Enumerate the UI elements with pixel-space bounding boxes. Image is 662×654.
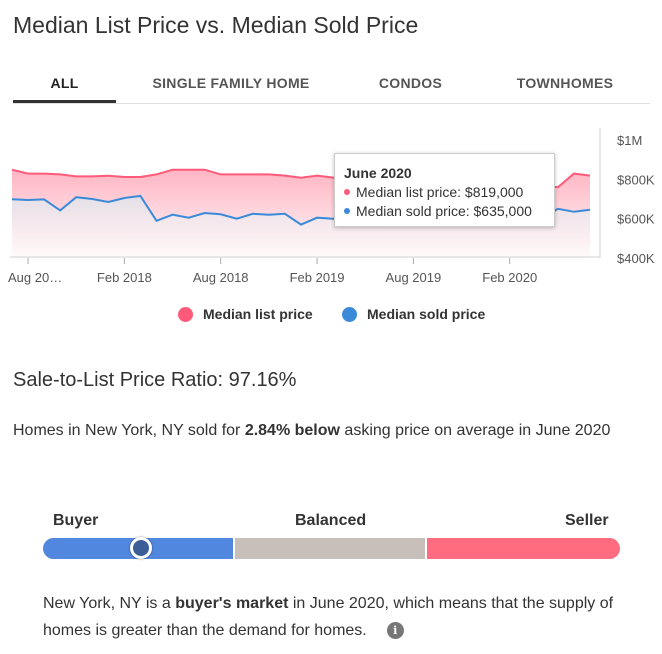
x-tick-label: Aug 20… [8, 270, 62, 285]
tab-condos-label: CONDOS [378, 75, 443, 91]
price-chart[interactable]: $1M $800K $600K $400K Aug 20… Feb 2018 Aug 20… [0, 110, 662, 295]
x-tick-label: Aug 2018 [193, 270, 249, 285]
market-summary-pre: New York, NY is a [43, 595, 176, 612]
ratio-summary-pre: Homes in New York, NY sold for [13, 422, 245, 439]
info-icon[interactable]: i [386, 622, 404, 639]
ratio-summary-post: asking price on average in June 2020 [339, 422, 611, 439]
market-bar-balanced [235, 538, 425, 559]
sold-price-area [12, 196, 590, 258]
tooltip-sold-value: Median sold price: $635,000 [356, 203, 532, 219]
y-tick-label: $1M [617, 133, 642, 148]
tooltip-title: June 2020 [344, 165, 412, 181]
y-tick-label: $800K [617, 172, 655, 187]
tab-all-label: ALL [50, 75, 79, 91]
x-tick-label: Feb 2019 [290, 270, 345, 285]
market-label-balanced: Balanced [295, 512, 367, 529]
y-tick-label: $400K [617, 251, 655, 266]
chart-tooltip: June 2020 Median list price: $819,000 Me… [334, 153, 555, 227]
market-bar-seller [427, 538, 620, 559]
tooltip-sold-dot [344, 208, 350, 214]
sold-price-legend-label: Median sold price [367, 306, 486, 322]
legend-item-sold-price[interactable]: Median sold price [342, 306, 485, 322]
sold-price-legend-dot [342, 306, 357, 322]
x-tick-label: Aug 2019 [386, 270, 442, 285]
market-label-buyer: Buyer [53, 512, 99, 529]
sale-to-list-ratio: Sale-to-List Price Ratio: 97.16% [13, 369, 297, 391]
legend-item-list-price[interactable]: Median list price [178, 306, 313, 322]
y-tick-label: $600K [617, 212, 655, 227]
ratio-summary: Homes in New York, NY sold for 2.84% bel… [13, 417, 643, 444]
page-title: Median List Price vs. Median Sold Price [13, 12, 419, 38]
market-summary-bold: buyer's market [175, 595, 289, 612]
market-summary-post: in June 2020, which means that the suppl… [43, 595, 614, 639]
tooltip-list-row: Median list price: $819,000 [344, 184, 523, 200]
ratio-summary-bold: 2.84% below [244, 422, 340, 439]
tab-single-family-home[interactable]: SINGLE FAMILY HOME [141, 66, 321, 100]
tab-all[interactable]: ALL [13, 66, 116, 103]
tooltip-list-dot [344, 189, 350, 195]
market-indicator [130, 537, 153, 559]
tab-condos[interactable]: CONDOS [363, 66, 458, 100]
market-label-seller: Seller [565, 512, 609, 529]
list-price-legend-label: Median list price [203, 306, 313, 322]
x-tick-label: Feb 2018 [97, 270, 152, 285]
tooltip-list-value: Median list price: $819,000 [356, 184, 524, 200]
property-type-tabs: ALL SINGLE FAMILY HOME CONDOS TOWNHOMES [13, 66, 650, 104]
x-tick-label: Feb 2020 [482, 270, 537, 285]
tab-townhomes[interactable]: TOWNHOMES [510, 66, 620, 100]
list-price-legend-dot [178, 306, 193, 322]
market-summary: New York, NY is a buyer's market in June… [43, 590, 633, 644]
tooltip-sold-row: Median sold price: $635,000 [344, 203, 532, 219]
tab-townhomes-label: TOWNHOMES [516, 75, 614, 91]
tab-single-family-home-label: SINGLE FAMILY HOME [152, 75, 310, 91]
